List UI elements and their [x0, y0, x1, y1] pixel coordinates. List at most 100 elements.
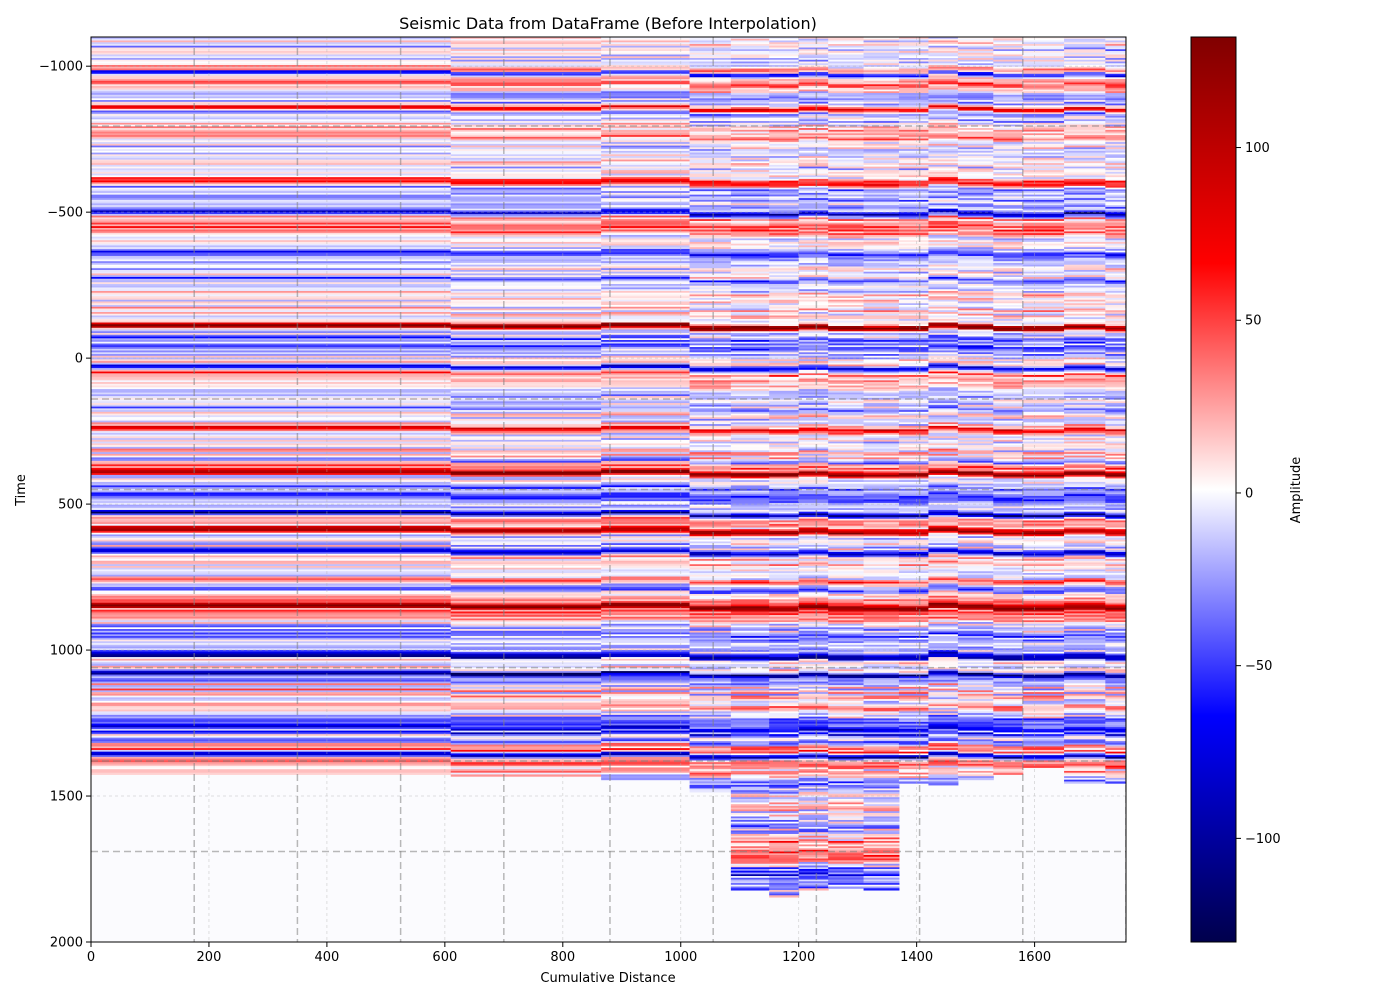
heatmap-cell — [798, 278, 829, 281]
heatmap-cell — [730, 623, 770, 627]
heatmap-cell — [601, 93, 691, 96]
heatmap-cell — [730, 411, 770, 415]
heatmap-cell — [689, 145, 732, 148]
heatmap-cell — [730, 152, 770, 155]
heatmap-cell — [769, 679, 800, 683]
heatmap-cell — [928, 399, 959, 402]
heatmap-cell — [601, 553, 691, 556]
heatmap-cell — [798, 180, 829, 183]
heatmap-cell — [601, 345, 691, 348]
heatmap-cell — [730, 686, 770, 690]
heatmap-cell — [689, 681, 732, 684]
heatmap-cell — [450, 448, 602, 451]
heatmap-cell — [769, 89, 800, 92]
heatmap-cell — [730, 371, 770, 374]
heatmap-cell — [898, 324, 929, 327]
heatmap-cell — [928, 732, 959, 735]
heatmap-cell — [928, 212, 959, 215]
heatmap-cell — [769, 594, 800, 597]
heatmap-cell — [898, 622, 929, 625]
heatmap-cell — [730, 87, 770, 91]
heatmap-cell — [769, 128, 800, 131]
heatmap-cell — [730, 290, 770, 294]
heatmap-cell — [863, 672, 900, 676]
heatmap-cell — [828, 592, 865, 595]
heatmap-cell — [450, 241, 602, 245]
heatmap-cell — [863, 415, 900, 418]
heatmap-cell — [689, 459, 732, 462]
heatmap-cell — [730, 366, 770, 369]
heatmap-cell — [928, 276, 959, 280]
heatmap-cell — [601, 658, 691, 662]
heatmap-cell — [769, 66, 800, 70]
heatmap-cell — [928, 541, 959, 544]
heatmap-cell — [601, 159, 691, 162]
heatmap-cell — [769, 777, 800, 781]
heatmap-cell — [798, 695, 829, 698]
heatmap-cell — [928, 194, 959, 197]
heatmap-cell — [601, 285, 691, 288]
heatmap-cell — [928, 613, 959, 616]
heatmap-cell — [798, 541, 829, 544]
heatmap-cell — [689, 220, 732, 224]
heatmap-cell — [601, 119, 691, 122]
heatmap-cell — [450, 536, 602, 539]
heatmap-cell — [798, 313, 829, 317]
heatmap-cell — [91, 692, 452, 695]
heatmap-cell — [863, 135, 900, 138]
heatmap-cell — [91, 413, 452, 416]
heatmap-cell — [730, 739, 770, 742]
heatmap-cell — [730, 234, 770, 238]
heatmap-cell — [828, 319, 865, 322]
heatmap-cell — [769, 555, 800, 558]
heatmap-cell — [730, 495, 770, 499]
heatmap-cell — [450, 68, 602, 71]
heatmap-cell — [928, 737, 959, 740]
heatmap-cell — [730, 467, 770, 471]
heatmap-cell — [798, 718, 829, 721]
heatmap-cell — [769, 718, 800, 721]
heatmap-cell — [450, 581, 602, 585]
heatmap-cell — [863, 604, 900, 607]
heatmap-cell — [928, 187, 959, 190]
heatmap-cell — [601, 282, 691, 285]
heatmap-cell — [798, 814, 829, 817]
heatmap-cell — [798, 478, 829, 481]
heatmap-cell — [898, 108, 929, 112]
heatmap-cell — [898, 138, 929, 141]
heatmap-cell — [798, 108, 829, 112]
heatmap-cell — [769, 266, 800, 269]
heatmap-cell — [450, 474, 602, 478]
heatmap-cell — [730, 392, 770, 395]
heatmap-cell — [928, 714, 959, 718]
heatmap-cell — [769, 424, 800, 427]
heatmap-cell — [898, 278, 929, 281]
heatmap-cell — [91, 147, 452, 150]
heatmap-cell — [928, 781, 959, 784]
heatmap-cell — [798, 844, 829, 847]
heatmap-cell — [601, 711, 691, 714]
heatmap-cell — [730, 837, 770, 840]
heatmap-cell — [730, 110, 770, 113]
heatmap-cell — [863, 735, 900, 739]
heatmap-cell — [769, 879, 800, 882]
heatmap-cell — [798, 171, 829, 175]
heatmap-cell — [601, 683, 691, 686]
heatmap-cell — [898, 143, 929, 147]
heatmap-cell — [798, 373, 829, 376]
heatmap-cell — [91, 662, 452, 665]
heatmap-cell — [689, 767, 732, 770]
heatmap-cell — [91, 721, 452, 725]
heatmap-cell — [601, 331, 691, 334]
heatmap-cell — [450, 569, 602, 572]
heatmap-cell — [769, 860, 800, 863]
heatmap-cell — [689, 434, 732, 437]
heatmap-cell — [91, 135, 452, 138]
heatmap-cell — [828, 136, 865, 140]
heatmap-cell — [91, 362, 452, 366]
heatmap-cell — [730, 61, 770, 64]
heatmap-cell — [601, 247, 691, 250]
heatmap-cell — [689, 333, 732, 336]
heatmap-cell — [769, 103, 800, 106]
heatmap-cell — [601, 735, 691, 739]
